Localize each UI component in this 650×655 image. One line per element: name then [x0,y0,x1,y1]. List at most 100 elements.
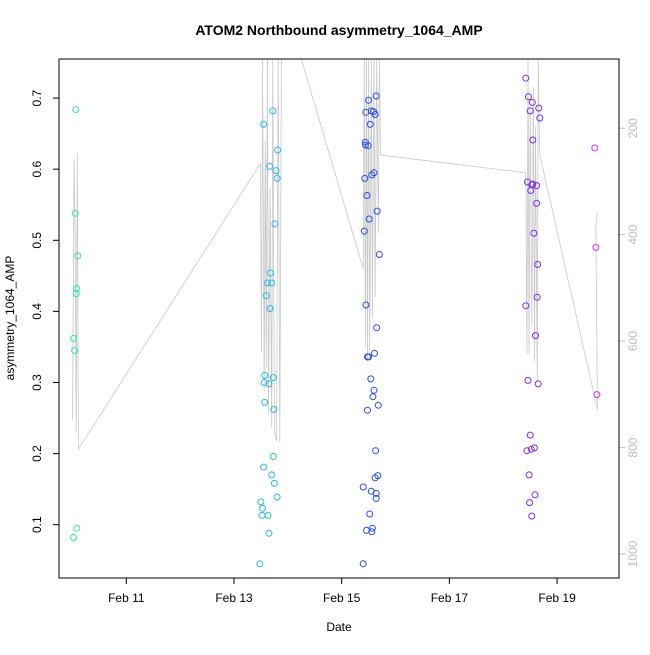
data-point-g2-26 [370,386,378,394]
data-point-g3-5 [525,93,532,101]
data-point-g1-5 [260,379,268,386]
data-point-g2-39 [372,489,380,497]
data-point-g0-1 [71,347,79,354]
data-point-g0-4 [72,290,80,298]
data-point-g3-7 [526,499,534,507]
x-tick-label-0: Feb 11 [108,591,145,605]
data-point-g1-12 [265,529,273,537]
y-axis-label: asymmetry_1064_AMP [3,256,17,381]
data-point-g1-13 [265,380,273,388]
data-point-g2-3 [361,174,369,182]
data-point-g1-21 [269,374,277,381]
data-point-g3-6 [525,471,533,479]
data-point-g1-27 [274,146,282,154]
secondary-tick-label-4: 1000 [626,540,640,567]
data-point-g3-26 [536,114,544,122]
data-point-g2-34 [373,324,381,332]
data-point-g1-15 [266,305,274,312]
line-segment-1 [260,58,282,443]
data-point-g1-19 [269,107,277,115]
line-segment-3 [362,58,526,362]
data-point-g2-7 [362,301,370,309]
data-point-g3-8 [526,107,534,115]
x-tick-label-1: Feb 13 [215,591,253,605]
data-point-g2-17 [366,120,374,128]
data-point-g2-29 [371,111,379,118]
chart-title: ATOM2 Northbound asymmetry_1064_AMP [195,22,482,38]
data-point-g2-32 [372,92,380,100]
data-point-g2-22 [368,171,376,179]
data-point-g1-4 [260,463,268,471]
data-point-g1-9 [262,292,270,300]
y-tick-label-1: 0.2 [30,445,44,462]
data-point-g1-16 [267,269,275,277]
data-point-g3-25 [535,104,543,112]
data-point-g2-24 [369,393,377,401]
data-point-g2-1 [359,483,367,491]
data-point-g2-2 [360,227,368,235]
data-point-g3-19 [532,332,539,340]
data-point-g3-14 [529,180,537,188]
data-point-g0-5 [73,285,81,293]
data-point-g3-2 [523,447,531,455]
data-point-g1-10 [263,279,271,287]
x-tick-label-3: Feb 17 [431,591,469,605]
data-point-g3-23 [534,261,542,268]
data-point-g0-0 [70,334,77,342]
line-segment-0 [72,153,261,451]
data-point-g4-2 [593,391,601,399]
data-point-g1-3 [259,504,266,512]
x-axis-label: Date [326,620,352,634]
secondary-tick-label-0: 200 [626,118,640,138]
data-point-g3-4 [524,376,532,384]
data-point-g4-0 [591,144,599,152]
secondary-tick-label-2: 600 [626,331,640,351]
data-point-g1-17 [268,279,276,287]
data-point-g1-25 [272,167,280,175]
x-tick-label-2: Feb 15 [323,591,361,605]
secondary-tick-label-1: 400 [626,224,640,244]
y-tick-label-2: 0.3 [30,374,44,391]
data-point-g2-12 [364,142,372,150]
data-point-g2-9 [363,192,371,199]
line-segment-2 [300,58,364,269]
data-point-g0-2 [71,209,79,217]
data-point-g3-22 [533,293,541,301]
data-point-g1-8 [261,398,269,406]
data-point-g2-31 [372,447,380,455]
data-point-g0-8 [73,524,81,532]
y-tick-label-5: 0.6 [30,161,44,178]
data-point-g2-15 [365,215,373,223]
data-point-g2-36 [374,472,382,480]
line-segment-5 [595,211,598,410]
data-point-g0-6 [74,252,82,260]
secondary-tick-label-3: 800 [626,437,640,457]
data-point-g2-21 [368,528,376,536]
data-point-g2-37 [374,401,382,409]
data-point-g3-12 [528,512,536,520]
data-point-g3-1 [522,302,530,310]
data-point-g4-1 [592,243,600,251]
data-point-g3-20 [533,182,541,190]
data-point-g0-3 [72,106,80,113]
points-layer [70,74,601,568]
data-point-g2-23 [368,524,376,532]
data-point-g3-24 [534,380,542,388]
data-point-g2-35 [373,207,381,215]
data-point-g2-16 [366,510,374,518]
y-tick-label-6: 0.7 [30,89,44,106]
data-point-g3-0 [522,74,530,82]
data-point-g1-26 [273,174,281,182]
data-point-g3-16 [530,229,538,237]
data-point-g3-13 [528,98,536,106]
data-point-g2-28 [371,349,378,357]
y-tick-label-3: 0.4 [30,303,44,320]
data-point-g1-23 [270,479,278,487]
y-tick-label-0: 0.1 [30,516,44,533]
data-point-g0-7 [70,534,77,541]
data-point-g2-11 [364,406,371,414]
data-point-g1-1 [257,498,265,506]
data-point-g2-33 [372,494,380,502]
x-tick-label-4: Feb 19 [538,591,576,605]
